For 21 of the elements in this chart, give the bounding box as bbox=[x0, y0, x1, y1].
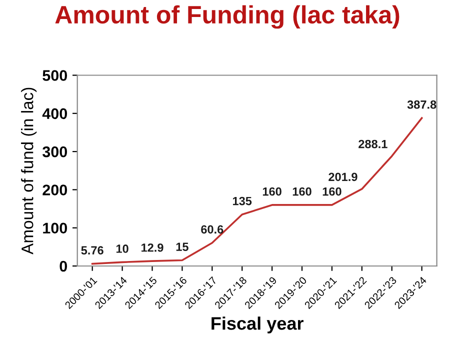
y-tick-label: 300 bbox=[42, 146, 68, 158]
data-label: 10 bbox=[116, 244, 128, 253]
data-label: 160 bbox=[322, 187, 342, 196]
data-label: 5.76 bbox=[81, 246, 104, 255]
chart-title: Amount of Funding (lac taka) bbox=[55, 5, 400, 29]
data-label: 12.9 bbox=[141, 243, 164, 252]
y-tick-label: 400 bbox=[42, 108, 68, 120]
data-label: 201.9 bbox=[328, 172, 358, 182]
data-label: 15 bbox=[176, 242, 188, 251]
x-axis-title: Fiscal year bbox=[212, 316, 304, 334]
y-tick-label: 200 bbox=[42, 184, 68, 196]
y-tick-label: 500 bbox=[42, 70, 68, 81]
y-tick-label: 0 bbox=[60, 260, 67, 272]
y-tick-label: 100 bbox=[43, 222, 68, 234]
data-label: 135 bbox=[232, 196, 252, 206]
data-label: 387.8 bbox=[407, 100, 436, 109]
data-label: 160 bbox=[292, 187, 312, 196]
data-label: 60.6 bbox=[201, 225, 224, 234]
data-label: 288.1 bbox=[358, 140, 388, 148]
data-label: 160 bbox=[262, 187, 282, 196]
y-axis-title: Amount of fund (in lac) bbox=[21, 88, 37, 254]
